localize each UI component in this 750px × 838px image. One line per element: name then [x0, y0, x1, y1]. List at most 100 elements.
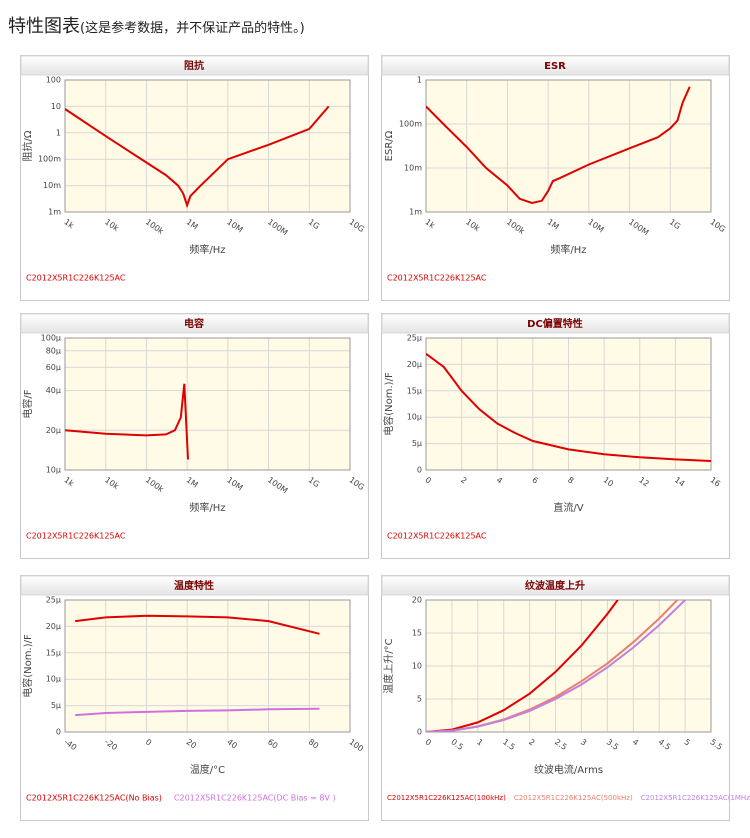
y-tick-label: 80µ: [46, 346, 61, 355]
x-tick-label: 0: [423, 475, 432, 485]
y-tick-label: 100m: [399, 120, 422, 129]
y-axis-label: 电容(Nom.)/F: [382, 372, 395, 436]
y-tick-label: 15µ: [407, 386, 422, 395]
y-tick-label: 1: [56, 128, 61, 137]
y-tick-label: 1: [417, 76, 422, 85]
chart-title: 阻抗: [184, 59, 204, 72]
y-axis-label: 电容/F: [21, 389, 34, 418]
x-tick-label: 4: [495, 475, 504, 485]
y-tick-label: 0: [417, 466, 422, 475]
y-tick-label: 10m: [404, 164, 422, 173]
y-axis-label: 阻抗/Ω: [21, 130, 34, 161]
plot-border: [64, 337, 351, 471]
y-tick-label: 1m: [409, 208, 422, 217]
series-line: [426, 352, 711, 462]
panel-header: [381, 575, 730, 596]
y-tick-label: 10µ: [46, 675, 61, 684]
y-tick-label: 0: [56, 728, 61, 737]
x-axis-label: 频率/Hz: [189, 243, 225, 256]
legend-item: C2012X5R1C226K125AC(100kHz): [387, 794, 506, 802]
legend-item: C2012X5R1C226K125AC(DC Bias = 8V ): [174, 794, 336, 803]
y-tick-label: 40µ: [46, 386, 61, 395]
series-line: [75, 707, 320, 717]
y-tick-label: 15µ: [46, 648, 61, 657]
y-tick-label: 5µ: [412, 439, 422, 448]
x-tick-label: 2: [459, 475, 468, 485]
x-axis-label: 频率/Hz: [550, 243, 586, 256]
y-tick-label: 20µ: [46, 426, 61, 435]
y-tick-label: 1m: [48, 208, 61, 217]
y-tick-label: 100m: [38, 155, 61, 164]
plot-border: [425, 599, 712, 733]
y-tick-label: 10: [51, 102, 61, 111]
y-tick-label: 100: [46, 76, 61, 85]
chart-title: DC偏置特性: [527, 317, 583, 330]
x-tick-label: 0: [423, 737, 432, 747]
x-tick-label: 0: [144, 737, 153, 747]
series-line: [426, 86, 691, 205]
chart-title: ESR: [544, 61, 566, 72]
series-line: [426, 600, 686, 732]
y-tick-label: 15: [412, 629, 422, 638]
y-tick-label: 20: [412, 596, 422, 605]
x-axis-label: 直流/V: [553, 501, 583, 514]
legend-item: C2012X5R1C226K125AC(500kHz): [514, 794, 633, 802]
x-axis-label: 温度/°C: [190, 763, 225, 776]
x-tick-label: 5: [683, 737, 692, 747]
x-tick-label: 2: [527, 737, 536, 747]
series-line: [65, 383, 189, 460]
y-tick-label: 5: [417, 695, 422, 704]
panel-header: [20, 55, 369, 76]
panel-header: [381, 313, 730, 334]
plot-area: [425, 79, 712, 213]
y-tick-label: 100µ: [41, 334, 61, 343]
legend-item: C2012X5R1C226K125AC(No Bias): [26, 794, 162, 803]
y-axis-label: ESR/Ω: [384, 130, 395, 161]
x-axis-label: 纹波电流/Arms: [534, 763, 603, 776]
y-tick-label: 0: [417, 728, 422, 737]
x-axis-label: 频率/Hz: [189, 501, 225, 514]
x-tick-label: 6: [530, 475, 539, 485]
panel-header: [20, 575, 369, 596]
series-line: [426, 600, 619, 732]
y-tick-label: 10µ: [46, 466, 61, 475]
page-note: (这是参考数据，并不保证产品的特性。): [80, 21, 305, 36]
plot-border: [64, 599, 351, 733]
x-tick-label: 8: [566, 475, 575, 485]
y-tick-label: 20µ: [407, 360, 422, 369]
y-tick-label: 10m: [43, 181, 61, 190]
plot-border: [64, 79, 351, 213]
y-tick-label: 25µ: [46, 596, 61, 605]
legend-item: C2012X5R1C226K125AC: [26, 532, 126, 541]
chart-title: 温度特性: [174, 579, 214, 592]
x-tick-label: 1: [475, 737, 484, 747]
y-tick-label: 5µ: [51, 701, 61, 710]
legend-item: C2012X5R1C226K125AC(1MHz): [641, 794, 750, 802]
panel-header: [20, 313, 369, 334]
plot-area: [64, 337, 351, 471]
panel-header: [381, 55, 730, 76]
y-tick-label: 20µ: [46, 622, 61, 631]
x-tick-label: 4: [631, 737, 640, 747]
series-line: [65, 105, 330, 209]
legend-item: C2012X5R1C226K125AC: [387, 532, 487, 541]
y-tick-label: 60µ: [46, 363, 61, 372]
series-line: [75, 614, 320, 635]
legend-item: C2012X5R1C226K125AC: [26, 274, 126, 283]
x-tick-label: 3: [579, 737, 588, 747]
chart-title: 电容: [184, 317, 204, 330]
plot-border: [425, 79, 712, 213]
page-header: 特性图表(这是参考数据，并不保证产品的特性。): [8, 12, 305, 38]
legend-item: C2012X5R1C226K125AC: [387, 274, 487, 283]
y-tick-label: 10µ: [407, 413, 422, 422]
y-axis-label: 温度上升/°C: [382, 638, 395, 693]
page-title: 特性图表: [8, 16, 80, 37]
plot-border: [425, 337, 712, 471]
y-tick-label: 10: [412, 662, 422, 671]
y-tick-label: 25µ: [407, 334, 422, 343]
plot-area: [64, 79, 351, 213]
y-axis-label: 电容(Nom.)/F: [21, 634, 34, 698]
chart-title: 纹波温度上升: [525, 579, 585, 592]
